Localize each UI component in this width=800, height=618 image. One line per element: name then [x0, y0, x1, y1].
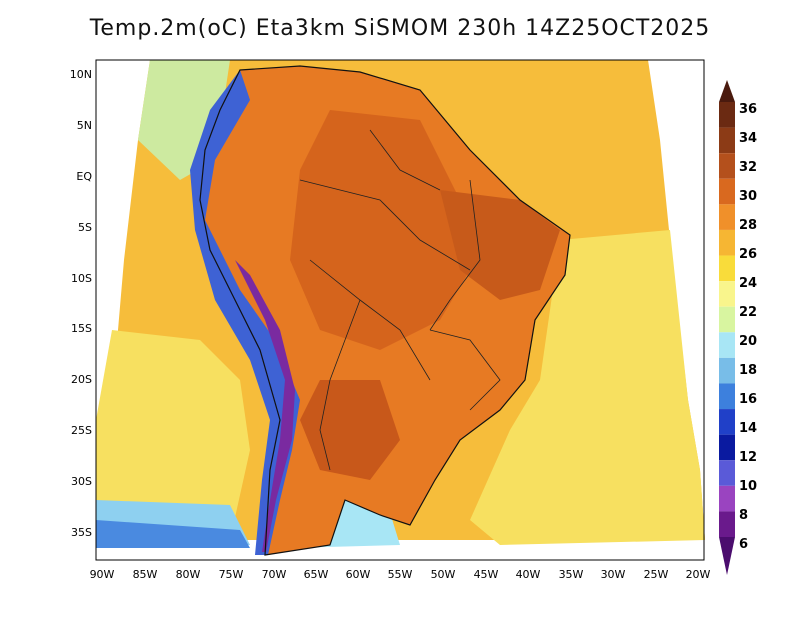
colorbar-box	[719, 255, 735, 282]
colorbar-label-22: 22	[739, 305, 757, 320]
colorbar-label-32: 32	[739, 160, 757, 175]
colorbar-box	[719, 485, 735, 512]
colorbar-box	[719, 153, 735, 179]
map-title: Temp.2m(oC) Eta3km SiSMOM 230h 14Z25OCT2…	[89, 16, 711, 41]
colorbar-bottom-arrow	[719, 537, 735, 575]
colorbar-box	[719, 460, 735, 486]
colorbar-label-20: 20	[739, 334, 757, 349]
colorbar-box	[719, 511, 735, 537]
colorbar-label-6: 6	[739, 537, 748, 552]
colorbar-top-arrow	[719, 80, 735, 102]
colorbar-label-10: 10	[739, 479, 757, 494]
colorbar-label-12: 12	[739, 450, 757, 465]
colorbar-box	[719, 204, 735, 230]
map-field	[96, 60, 705, 560]
lon-label-70w: 70W	[262, 568, 287, 581]
lat-label-30s: 30S	[71, 475, 92, 488]
lon-label-25w: 25W	[644, 568, 669, 581]
colorbar-label-34: 34	[739, 131, 757, 146]
colorbar-box	[719, 434, 735, 461]
colorbar-box	[719, 178, 735, 205]
colorbar-label-14: 14	[739, 421, 757, 436]
colorbar-label-36: 36	[739, 102, 757, 117]
lon-label-30w: 30W	[601, 568, 626, 581]
colorbar-box	[719, 127, 735, 154]
lon-axis: 90W 85W 80W 75W 70W 65W 60W 55W 50W 45W …	[90, 568, 711, 581]
lat-label-5s: 5S	[78, 221, 92, 234]
colorbar-box	[719, 383, 735, 410]
lon-label-50w: 50W	[431, 568, 456, 581]
lon-label-60w: 60W	[346, 568, 371, 581]
colorbar-label-26: 26	[739, 247, 757, 262]
colorbar-label-30: 30	[739, 189, 757, 204]
map-frame	[95, 59, 705, 561]
colorbar-box	[719, 357, 735, 384]
lon-label-90w: 90W	[90, 568, 115, 581]
colorbar-box	[719, 281, 735, 307]
colorbar-box	[719, 229, 735, 256]
lon-label-80w: 80W	[176, 568, 201, 581]
colorbar-box	[719, 102, 735, 128]
lat-label-10n: 10N	[70, 68, 92, 81]
colorbar-box	[719, 332, 735, 358]
lon-label-35w: 35W	[559, 568, 584, 581]
lat-label-eq: EQ	[76, 170, 92, 183]
colorbar-label-8: 8	[739, 508, 748, 523]
lon-label-55w: 55W	[388, 568, 413, 581]
lon-label-45w: 45W	[474, 568, 499, 581]
lat-label-15s: 15S	[71, 322, 92, 335]
colorbar-label-24: 24	[739, 276, 757, 291]
colorbar-box	[719, 306, 735, 333]
lon-label-75w: 75W	[219, 568, 244, 581]
lon-label-85w: 85W	[133, 568, 158, 581]
lat-label-25s: 25S	[71, 424, 92, 437]
lon-label-20w: 20W	[686, 568, 711, 581]
lat-label-20s: 20S	[71, 373, 92, 386]
lat-label-5n: 5N	[77, 119, 92, 132]
lon-label-40w: 40W	[516, 568, 541, 581]
colorbar-label-16: 16	[739, 392, 757, 407]
lon-label-65w: 65W	[304, 568, 329, 581]
lat-label-35s: 35S	[71, 526, 92, 539]
lat-axis: 10N 5N EQ 5S 10S 15S 20S 25S 30S 35S	[70, 68, 93, 539]
colorbar-label-18: 18	[739, 363, 757, 378]
colorbar-label-28: 28	[739, 218, 757, 233]
colorbar-box	[719, 409, 735, 435]
colorbar: 36 34 32 30 28 26 24 22 20 18 16 14 12 1…	[719, 80, 757, 575]
lat-label-10s: 10S	[71, 272, 92, 285]
